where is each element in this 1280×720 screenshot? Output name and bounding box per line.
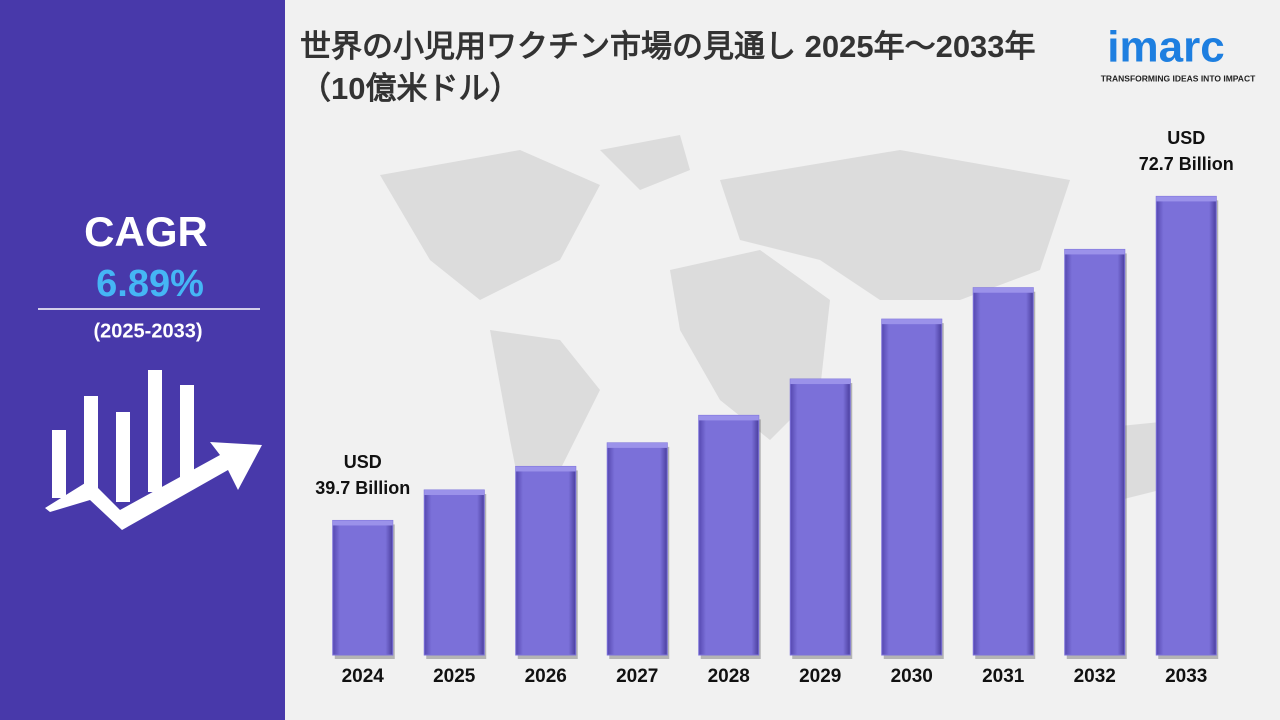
bar-cap (607, 442, 668, 448)
cagr-period: (2025-2033) (94, 320, 203, 342)
x-tick-label: 2029 (799, 666, 841, 687)
bar (881, 318, 943, 656)
bar-cap (515, 466, 576, 472)
x-tick-label: 2027 (616, 666, 658, 687)
bar (1064, 248, 1126, 656)
x-tick-label: 2031 (982, 666, 1025, 687)
bar (606, 442, 668, 656)
bar (789, 378, 851, 656)
bar-cap (698, 415, 759, 421)
x-tick-label: 2032 (1074, 666, 1116, 687)
value-label: USD 72.7 Billion (1138, 128, 1234, 174)
bar (332, 519, 394, 656)
x-tick-label: 2030 (891, 666, 933, 687)
x-tick-label: 2025 (433, 666, 476, 687)
bar-cap (973, 287, 1034, 293)
bar (698, 414, 760, 656)
sidebar (0, 0, 285, 720)
x-tick-label: 2026 (525, 666, 567, 687)
x-tick-label: 2024 (342, 666, 385, 687)
x-tick-label: 2033 (1165, 666, 1207, 687)
bar (515, 465, 577, 656)
value-label: USD 39.7 Billion (315, 452, 411, 498)
chart-title: 世界の小児用ワクチン市場の見通し 2025年～2033年（10億米ドル） (300, 29, 1036, 106)
bar (423, 489, 485, 656)
bar-cap (332, 520, 393, 526)
bar-cap (424, 490, 485, 496)
growth-icon (45, 370, 262, 530)
logo-tagline: TRANSFORMING IDEAS INTO IMPACT (1101, 73, 1256, 83)
bar (972, 287, 1034, 656)
x-tick-label: 2028 (708, 666, 750, 687)
bar-cap (790, 379, 851, 385)
bar-cap (1064, 249, 1125, 255)
bar-cap (881, 319, 942, 325)
cagr-value: 6.89% (96, 263, 204, 305)
cagr-label: CAGR (84, 208, 208, 255)
logo: imarc (1107, 23, 1224, 72)
bar-cap (1156, 196, 1217, 202)
bar (1155, 195, 1217, 656)
